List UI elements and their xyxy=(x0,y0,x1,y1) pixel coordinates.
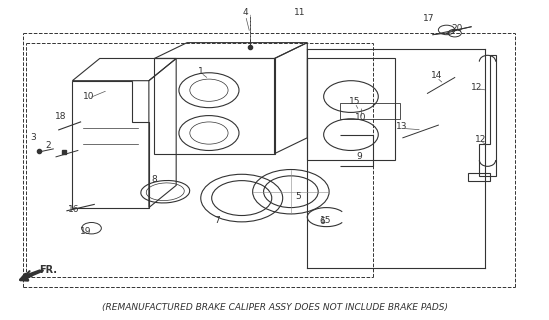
Text: 17: 17 xyxy=(423,14,435,23)
Text: 16: 16 xyxy=(68,205,80,214)
Text: 20: 20 xyxy=(452,24,463,33)
Text: FR.: FR. xyxy=(40,265,58,275)
Text: 2: 2 xyxy=(45,141,51,150)
Text: 15: 15 xyxy=(320,216,331,225)
Text: 9: 9 xyxy=(356,152,362,161)
Text: 19: 19 xyxy=(80,227,92,236)
Text: 12: 12 xyxy=(475,135,486,144)
Text: (REMANUFACTURED BRAKE CALIPER ASSY DOES NOT INCLUDE BRAKE PADS): (REMANUFACTURED BRAKE CALIPER ASSY DOES … xyxy=(102,303,447,312)
Text: 10: 10 xyxy=(83,92,94,101)
Text: 8: 8 xyxy=(152,174,157,184)
Text: 6: 6 xyxy=(319,217,325,226)
Text: 18: 18 xyxy=(55,112,66,121)
Text: 11: 11 xyxy=(294,8,306,17)
Text: 7: 7 xyxy=(214,216,220,225)
Text: 5: 5 xyxy=(295,192,301,201)
Text: 14: 14 xyxy=(431,71,442,80)
Text: 3: 3 xyxy=(30,133,36,142)
Text: 1: 1 xyxy=(198,67,204,76)
Text: 13: 13 xyxy=(395,122,407,131)
Text: 15: 15 xyxy=(349,97,361,106)
Text: 10: 10 xyxy=(355,113,367,122)
Text: 4: 4 xyxy=(243,8,248,17)
Text: 12: 12 xyxy=(471,83,482,92)
